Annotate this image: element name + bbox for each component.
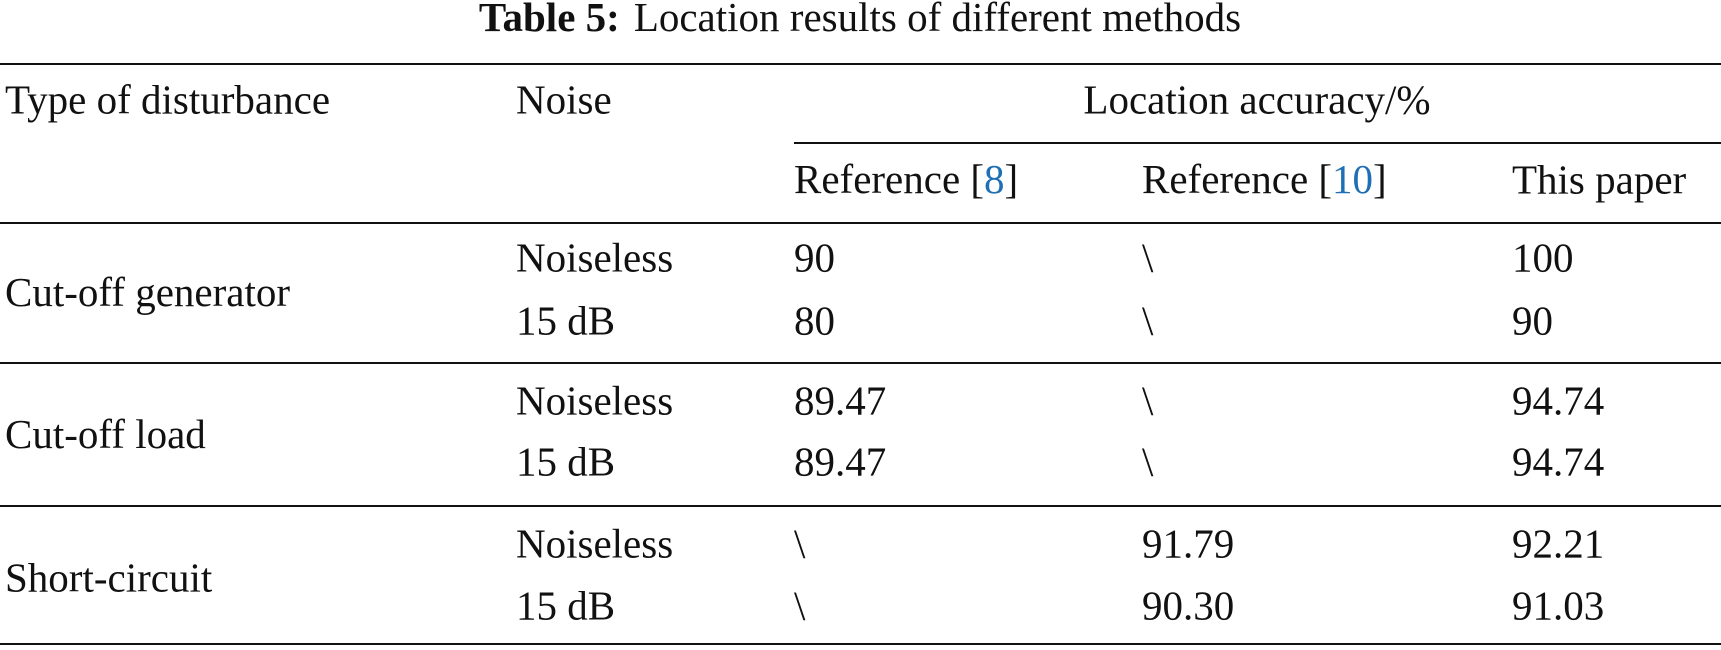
citation-link[interactable]: 8 bbox=[984, 156, 1005, 202]
value-cell: 90 bbox=[1512, 297, 1553, 343]
value-cell: 90.30 bbox=[1142, 582, 1234, 628]
disturbance-cell: Cut-off load bbox=[5, 411, 206, 457]
noise-cell: Noiseless bbox=[516, 377, 673, 423]
value-cell: 80 bbox=[794, 297, 835, 343]
header-cell: Noise bbox=[516, 76, 612, 122]
value-cell: 92.21 bbox=[1512, 520, 1604, 566]
value-cell: \ bbox=[794, 582, 806, 628]
caption-label: Table 5: bbox=[479, 0, 620, 40]
header-text: ] bbox=[1005, 156, 1019, 202]
header-cell: Location accuracy/% bbox=[1083, 76, 1430, 122]
header-cell: This paper bbox=[1512, 156, 1687, 202]
value-cell: 90 bbox=[794, 234, 835, 280]
header-cell: Type of disturbance bbox=[5, 76, 330, 122]
disturbance-cell: Short-circuit bbox=[5, 554, 213, 600]
caption-text: Location results of different methods bbox=[634, 0, 1241, 40]
disturbance-cell: Cut-off generator bbox=[5, 269, 290, 315]
table-caption: Table 5: Location results of different me… bbox=[479, 0, 1241, 40]
noise-cell: Noiseless bbox=[516, 234, 673, 280]
value-cell: 89.47 bbox=[794, 377, 886, 423]
header-text: ] bbox=[1373, 156, 1387, 202]
noise-cell: 15 dB bbox=[516, 297, 615, 343]
noise-cell: 15 dB bbox=[516, 582, 615, 628]
header-cell: Reference [10] bbox=[1142, 156, 1387, 202]
noise-cell: 15 dB bbox=[516, 438, 615, 484]
value-cell: \ bbox=[794, 520, 806, 566]
value-cell: 94.74 bbox=[1512, 438, 1604, 484]
noise-cell: Noiseless bbox=[516, 520, 673, 566]
value-cell: 89.47 bbox=[794, 438, 886, 484]
value-cell: 91.03 bbox=[1512, 582, 1604, 628]
citation-link[interactable]: 10 bbox=[1332, 156, 1373, 202]
value-cell: 100 bbox=[1512, 234, 1574, 280]
header-cell: Reference [8] bbox=[794, 156, 1018, 202]
value-cell: 91.79 bbox=[1142, 520, 1234, 566]
value-cell: \ bbox=[1142, 377, 1154, 423]
header-text: Reference [ bbox=[1142, 156, 1332, 202]
value-cell: \ bbox=[1142, 297, 1154, 343]
value-cell: 94.74 bbox=[1512, 377, 1604, 423]
header-text: Reference [ bbox=[794, 156, 984, 202]
value-cell: \ bbox=[1142, 234, 1154, 280]
value-cell: \ bbox=[1142, 438, 1154, 484]
